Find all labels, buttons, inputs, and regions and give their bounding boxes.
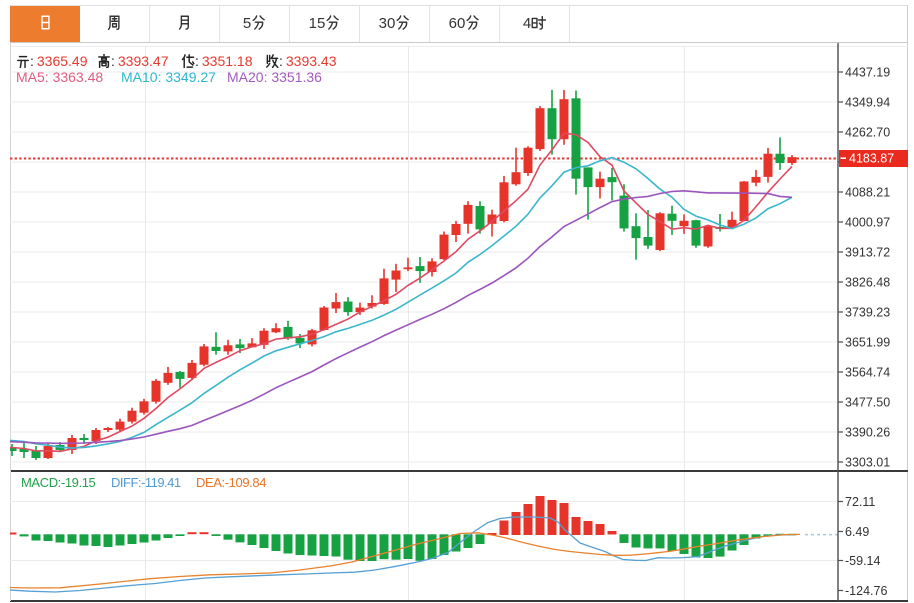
svg-text:-124.76: -124.76	[845, 584, 887, 598]
svg-text:3477.50: 3477.50	[845, 396, 890, 410]
svg-text:4088.21: 4088.21	[845, 186, 890, 200]
svg-text:3564.74: 3564.74	[845, 366, 890, 380]
svg-text:4437.19: 4437.19	[845, 66, 890, 80]
svg-text:4183.87: 4183.87	[849, 152, 894, 166]
svg-text:4262.70: 4262.70	[845, 126, 890, 140]
svg-text:3303.01: 3303.01	[845, 456, 890, 470]
svg-text:3390.26: 3390.26	[845, 426, 890, 440]
svg-text:6.49: 6.49	[845, 525, 869, 539]
svg-text:3739.23: 3739.23	[845, 306, 890, 320]
svg-text:4349.94: 4349.94	[845, 96, 890, 110]
svg-text:72.11: 72.11	[845, 495, 875, 509]
svg-text:4000.97: 4000.97	[845, 216, 890, 230]
svg-text:3913.72: 3913.72	[845, 246, 890, 260]
svg-text:3826.48: 3826.48	[845, 276, 890, 290]
svg-text:3651.99: 3651.99	[845, 336, 890, 350]
svg-text:-59.14: -59.14	[845, 554, 880, 568]
